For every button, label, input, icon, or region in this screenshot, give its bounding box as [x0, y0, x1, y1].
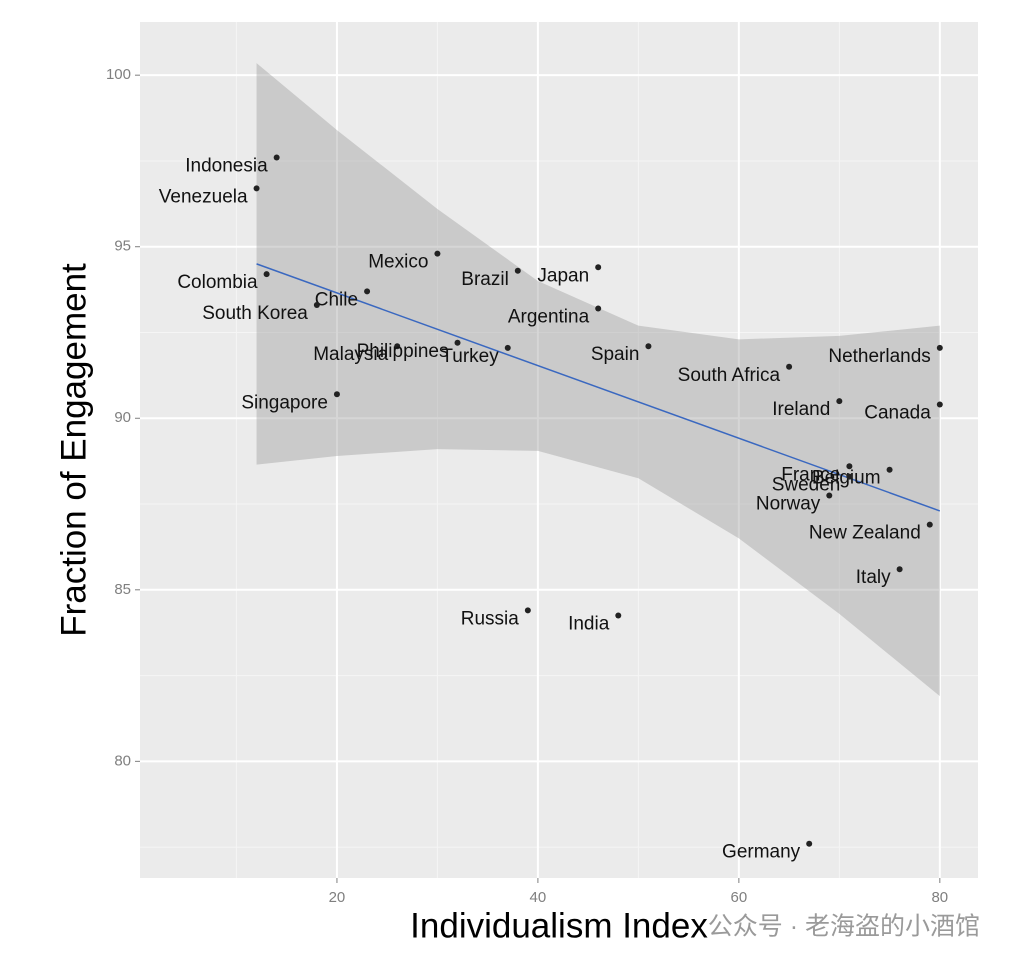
- point-label: South Korea: [202, 303, 308, 324]
- point-label: Chile: [315, 289, 358, 310]
- y-axis-title: Fraction of Engagement: [54, 263, 93, 637]
- fit-line: [256, 263, 941, 512]
- point: [434, 250, 441, 257]
- point: [936, 344, 943, 351]
- point: [394, 343, 401, 350]
- point-label: Sweden: [772, 475, 841, 496]
- point-label: Indonesia: [185, 156, 268, 177]
- point: [333, 391, 340, 398]
- point-label: Turkey: [441, 346, 499, 367]
- y-tick-label: 80: [114, 752, 131, 769]
- point: [836, 398, 843, 405]
- point: [595, 305, 602, 312]
- point: [806, 840, 813, 847]
- point-label: Malaysia: [313, 344, 388, 365]
- point-label: Belgium: [812, 468, 881, 489]
- y-tick-label: 100: [106, 66, 131, 83]
- point: [936, 401, 943, 408]
- point: [846, 463, 853, 470]
- x-tick-label: 80: [931, 889, 948, 906]
- watermark: 公众号 · 老海盗的小酒馆: [708, 913, 980, 941]
- point: [454, 339, 461, 346]
- point-label: Japan: [537, 265, 589, 286]
- point-label: Mexico: [368, 252, 428, 273]
- x-tick-label: 20: [329, 889, 346, 906]
- y-tick-label: 90: [114, 409, 131, 426]
- point-label: Brazil: [461, 269, 509, 290]
- point-label: Russia: [461, 608, 520, 629]
- point: [504, 344, 511, 351]
- point-label: France: [781, 464, 840, 485]
- plot: 20 40 60 80 80 85 90 95 100 Indonesia Venezuela Col…: [106, 22, 978, 906]
- point-label: New Zealand: [809, 523, 921, 544]
- point: [514, 267, 521, 274]
- point-label: Germany: [722, 842, 801, 863]
- point: [846, 473, 853, 480]
- point: [595, 264, 602, 271]
- point-label: Singapore: [241, 392, 328, 413]
- point-label: Ireland: [772, 399, 830, 420]
- point: [926, 521, 933, 528]
- point-label: Spain: [591, 344, 640, 365]
- point: [253, 185, 260, 192]
- point-label: Colombia: [177, 272, 258, 293]
- y-tick-label: 85: [114, 581, 131, 598]
- x-axis-title: Individualism Index: [410, 906, 708, 945]
- point-label: Argentina: [508, 306, 590, 327]
- y-tick-label: 95: [114, 238, 131, 255]
- point: [615, 612, 622, 619]
- confidence-band: [256, 63, 940, 697]
- point-label: India: [568, 614, 610, 635]
- point: [313, 302, 320, 309]
- panel: [140, 22, 978, 878]
- point-label: Canada: [864, 403, 931, 424]
- point: [524, 607, 531, 614]
- point: [826, 492, 833, 499]
- point-label: Norway: [756, 493, 821, 514]
- point: [364, 288, 371, 295]
- point-label: South Africa: [678, 365, 781, 386]
- point: [645, 343, 652, 350]
- point: [896, 566, 903, 573]
- point: [273, 154, 280, 161]
- point-label: Netherlands: [828, 346, 930, 367]
- point-label: Philippines: [357, 341, 449, 362]
- point-label: Venezuela: [159, 186, 248, 207]
- x-tick-label: 40: [530, 889, 547, 906]
- point: [886, 466, 893, 473]
- point: [786, 363, 793, 370]
- x-tick-label: 60: [731, 889, 748, 906]
- point: [263, 271, 270, 278]
- point-label: Italy: [856, 567, 891, 588]
